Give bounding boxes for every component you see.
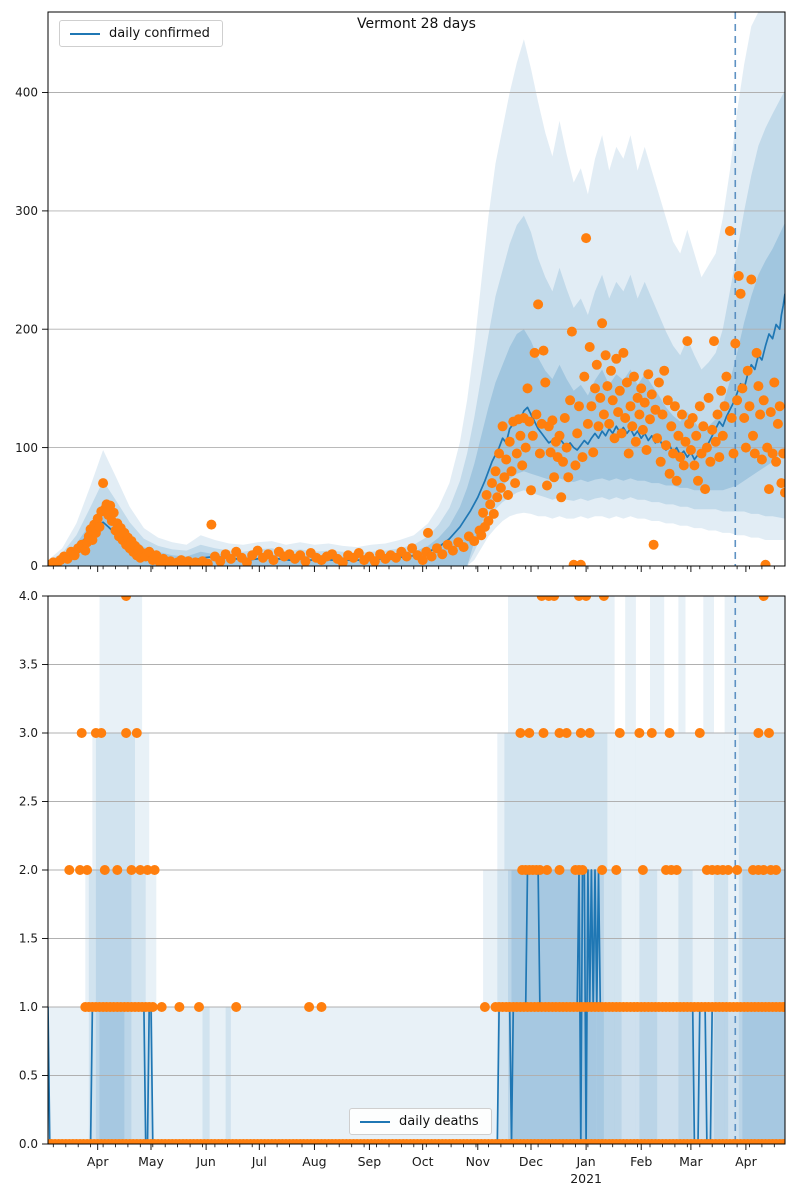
svg-text:4.0: 4.0 (19, 589, 38, 603)
svg-text:1.5: 1.5 (19, 932, 38, 946)
svg-text:Apr: Apr (87, 1154, 109, 1169)
svg-text:1.0: 1.0 (19, 1000, 38, 1014)
svg-text:Sep: Sep (358, 1154, 382, 1169)
svg-text:300: 300 (15, 204, 38, 218)
legend-daily-confirmed: daily confirmed (59, 20, 223, 47)
svg-text:200: 200 (15, 322, 38, 336)
svg-text:400: 400 (15, 86, 38, 100)
svg-text:Jul: Jul (251, 1154, 267, 1169)
svg-text:May: May (138, 1154, 164, 1169)
legend-label-confirmed: daily confirmed (109, 26, 210, 41)
svg-text:100: 100 (15, 441, 38, 455)
svg-text:0: 0 (30, 559, 38, 573)
svg-text:2.0: 2.0 (19, 863, 38, 877)
legend-line-swatch-deaths (360, 1120, 390, 1123)
svg-text:Dec: Dec (519, 1154, 543, 1169)
chart-title: Vermont 28 days (357, 16, 476, 32)
legend-line-swatch-confirmed (70, 32, 100, 35)
svg-text:3.0: 3.0 (19, 726, 38, 740)
svg-text:Mar: Mar (679, 1154, 703, 1169)
svg-text:Oct: Oct (412, 1154, 434, 1169)
svg-text:Jan: Jan (575, 1154, 595, 1169)
svg-text:Jun: Jun (195, 1154, 216, 1169)
svg-text:0.0: 0.0 (19, 1137, 38, 1151)
svg-text:Aug: Aug (302, 1154, 326, 1169)
svg-text:Nov: Nov (466, 1154, 491, 1169)
legend-daily-deaths: daily deaths (349, 1108, 492, 1135)
svg-text:Apr: Apr (735, 1154, 757, 1169)
svg-text:Feb: Feb (630, 1154, 652, 1169)
svg-text:2.5: 2.5 (19, 795, 38, 809)
svg-text:0.5: 0.5 (19, 1069, 38, 1083)
svg-text:2021: 2021 (570, 1171, 602, 1186)
svg-text:3.5: 3.5 (19, 658, 38, 672)
legend-label-deaths: daily deaths (399, 1114, 479, 1129)
